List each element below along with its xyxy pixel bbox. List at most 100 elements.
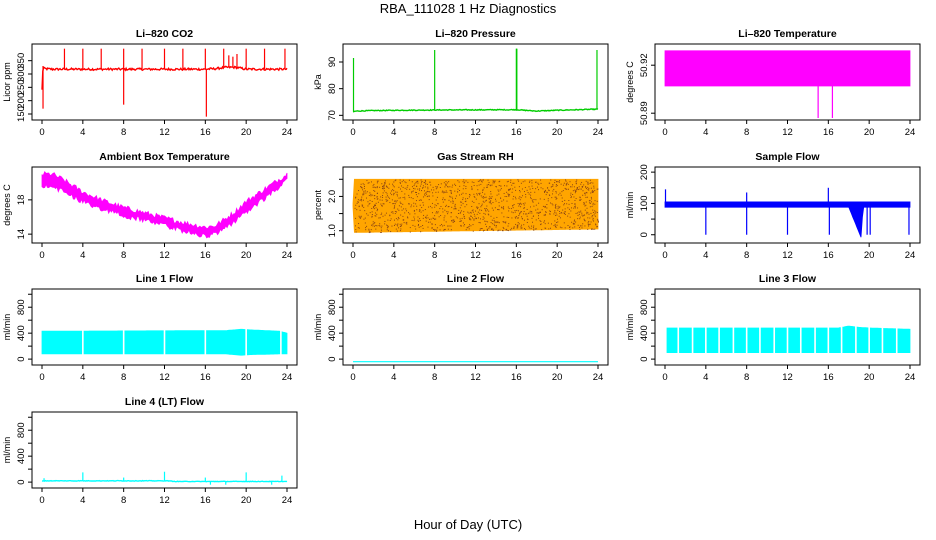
gas-stream-rh-stipple (355, 217, 357, 219)
figure-title: RBA_111028 1 Hz Diagnostics (379, 1, 557, 16)
gas-stream-rh-stipple (373, 183, 375, 185)
gas-stream-rh-stipple (389, 201, 391, 203)
gas-stream-rh-stipple (509, 188, 511, 190)
gas-stream-rh-stipple (381, 183, 383, 185)
gas-stream-rh-stipple (473, 184, 475, 186)
gas-stream-rh-stipple (501, 207, 503, 209)
gas-stream-rh-stipple (571, 221, 573, 223)
gas-stream-rh-stipple (361, 187, 363, 189)
gas-stream-rh-stipple (360, 199, 362, 201)
gas-stream-rh-stipple (573, 186, 575, 188)
gas-stream-rh-stipple (387, 226, 389, 228)
gas-stream-rh-stipple (397, 219, 399, 221)
gas-stream-rh-stipple (422, 187, 424, 189)
gas-stream-rh-stipple (363, 193, 365, 195)
gas-stream-rh-stipple (501, 200, 503, 202)
gas-stream-rh-stipple (521, 188, 523, 190)
gas-stream-rh-stipple (363, 184, 365, 186)
gas-stream-rh-stipple (554, 196, 556, 198)
gas-stream-rh-stipple (530, 198, 532, 200)
gas-stream-rh-stipple (446, 191, 448, 193)
gas-stream-rh-stipple (446, 182, 448, 184)
gas-stream-rh-stipple (535, 204, 537, 206)
line-3-flow-xtick-label: 4 (703, 372, 708, 383)
gas-stream-rh-stipple (567, 207, 569, 209)
gas-stream-rh-stipple (477, 180, 479, 182)
gas-stream-rh-stipple (535, 209, 537, 211)
li820-pressure-xtick-label: 20 (552, 127, 563, 138)
gas-stream-rh-stipple (490, 191, 492, 193)
gas-stream-rh-stipple (411, 181, 413, 183)
gas-stream-rh-stipple (418, 210, 420, 212)
gas-stream-rh-stipple (570, 197, 572, 199)
gas-stream-rh-stipple (393, 190, 395, 192)
gas-stream-rh-stipple (393, 192, 395, 194)
gas-stream-rh-stipple (555, 206, 557, 208)
gas-stream-rh-stipple (441, 191, 443, 193)
gas-stream-rh-stipple (408, 203, 410, 205)
gas-stream-rh-stipple (394, 213, 396, 215)
gas-stream-rh-stipple (565, 184, 567, 186)
gas-stream-rh-stipple (366, 180, 368, 182)
gas-stream-rh-stipple (387, 196, 389, 198)
gas-stream-rh-stipple (358, 223, 360, 225)
gas-stream-rh-stipple (535, 219, 537, 221)
gas-stream-rh-stipple (479, 180, 481, 182)
gas-stream-rh-stipple (529, 210, 531, 212)
gas-stream-rh-stipple (494, 207, 496, 209)
gas-stream-rh-stipple (422, 224, 424, 226)
gas-stream-rh-stipple (519, 203, 521, 205)
gas-stream-rh-stipple (569, 181, 571, 183)
gas-stream-rh-stipple (381, 212, 383, 214)
gas-stream-rh-stipple (575, 182, 577, 184)
gas-stream-rh-stipple (585, 196, 587, 198)
gas-stream-rh-stipple (463, 211, 465, 213)
gas-stream-rh-stipple (369, 199, 371, 201)
gas-stream-rh-stipple (377, 201, 379, 203)
gas-stream-rh-stipple (401, 181, 403, 183)
gas-stream-rh-stipple (526, 221, 528, 223)
gas-stream-rh-stipple (516, 225, 518, 227)
gas-stream-rh-stipple (488, 210, 490, 212)
gas-stream-rh-stipple (471, 181, 473, 183)
gas-stream-rh-stipple (482, 218, 484, 220)
gas-stream-rh-stipple (395, 191, 397, 193)
gas-stream-rh-stipple (498, 205, 500, 207)
ambient-box-temperature-xtick-label: 4 (80, 250, 85, 261)
line-4-lt-flow-ytick-label: 800 (16, 422, 27, 438)
gas-stream-rh-stipple (505, 228, 507, 230)
gas-stream-rh-stipple (386, 186, 388, 188)
gas-stream-rh-band (352, 178, 599, 233)
gas-stream-rh-stipple (409, 188, 411, 190)
gas-stream-rh-stipple (468, 226, 470, 228)
gas-stream-rh-stipple (431, 223, 433, 225)
gas-stream-rh-stipple (401, 185, 403, 187)
gas-stream-rh-stipple (558, 215, 560, 217)
sample-flow-ytick-label: 0 (639, 232, 650, 237)
gas-stream-rh-stipple (520, 182, 522, 184)
gas-stream-rh-stipple (549, 213, 551, 215)
gas-stream-rh-stipple (452, 221, 454, 223)
gas-stream-rh-stipple (406, 221, 408, 223)
li820-temperature-ytick-label: 50.92 (639, 53, 650, 77)
gas-stream-rh-stipple (528, 225, 530, 227)
gas-stream-rh-stipple (386, 224, 388, 226)
gas-stream-rh-stipple (365, 227, 367, 229)
gas-stream-rh-stipple (587, 186, 589, 188)
gas-stream-rh-stipple (555, 227, 557, 229)
gas-stream-rh-stipple (420, 226, 422, 228)
gas-stream-rh-stipple (574, 203, 576, 205)
gas-stream-rh-stipple (576, 188, 578, 190)
li820-pressure-series (352, 48, 599, 113)
gas-stream-rh-stipple (463, 214, 465, 216)
gas-stream-rh-stipple (425, 217, 427, 219)
gas-stream-rh-stipple (430, 218, 432, 220)
gas-stream-rh-stipple (380, 231, 382, 233)
gas-stream-rh-stipple (580, 188, 582, 190)
gas-stream-rh-stipple (584, 192, 586, 194)
gas-stream-rh-stipple (400, 224, 402, 226)
gas-stream-rh-stipple (541, 229, 543, 231)
line-4-lt-flow-ytick-label: 400 (16, 448, 27, 464)
gas-stream-rh-stipple (445, 181, 447, 183)
gas-stream-rh-stipple (406, 186, 408, 188)
